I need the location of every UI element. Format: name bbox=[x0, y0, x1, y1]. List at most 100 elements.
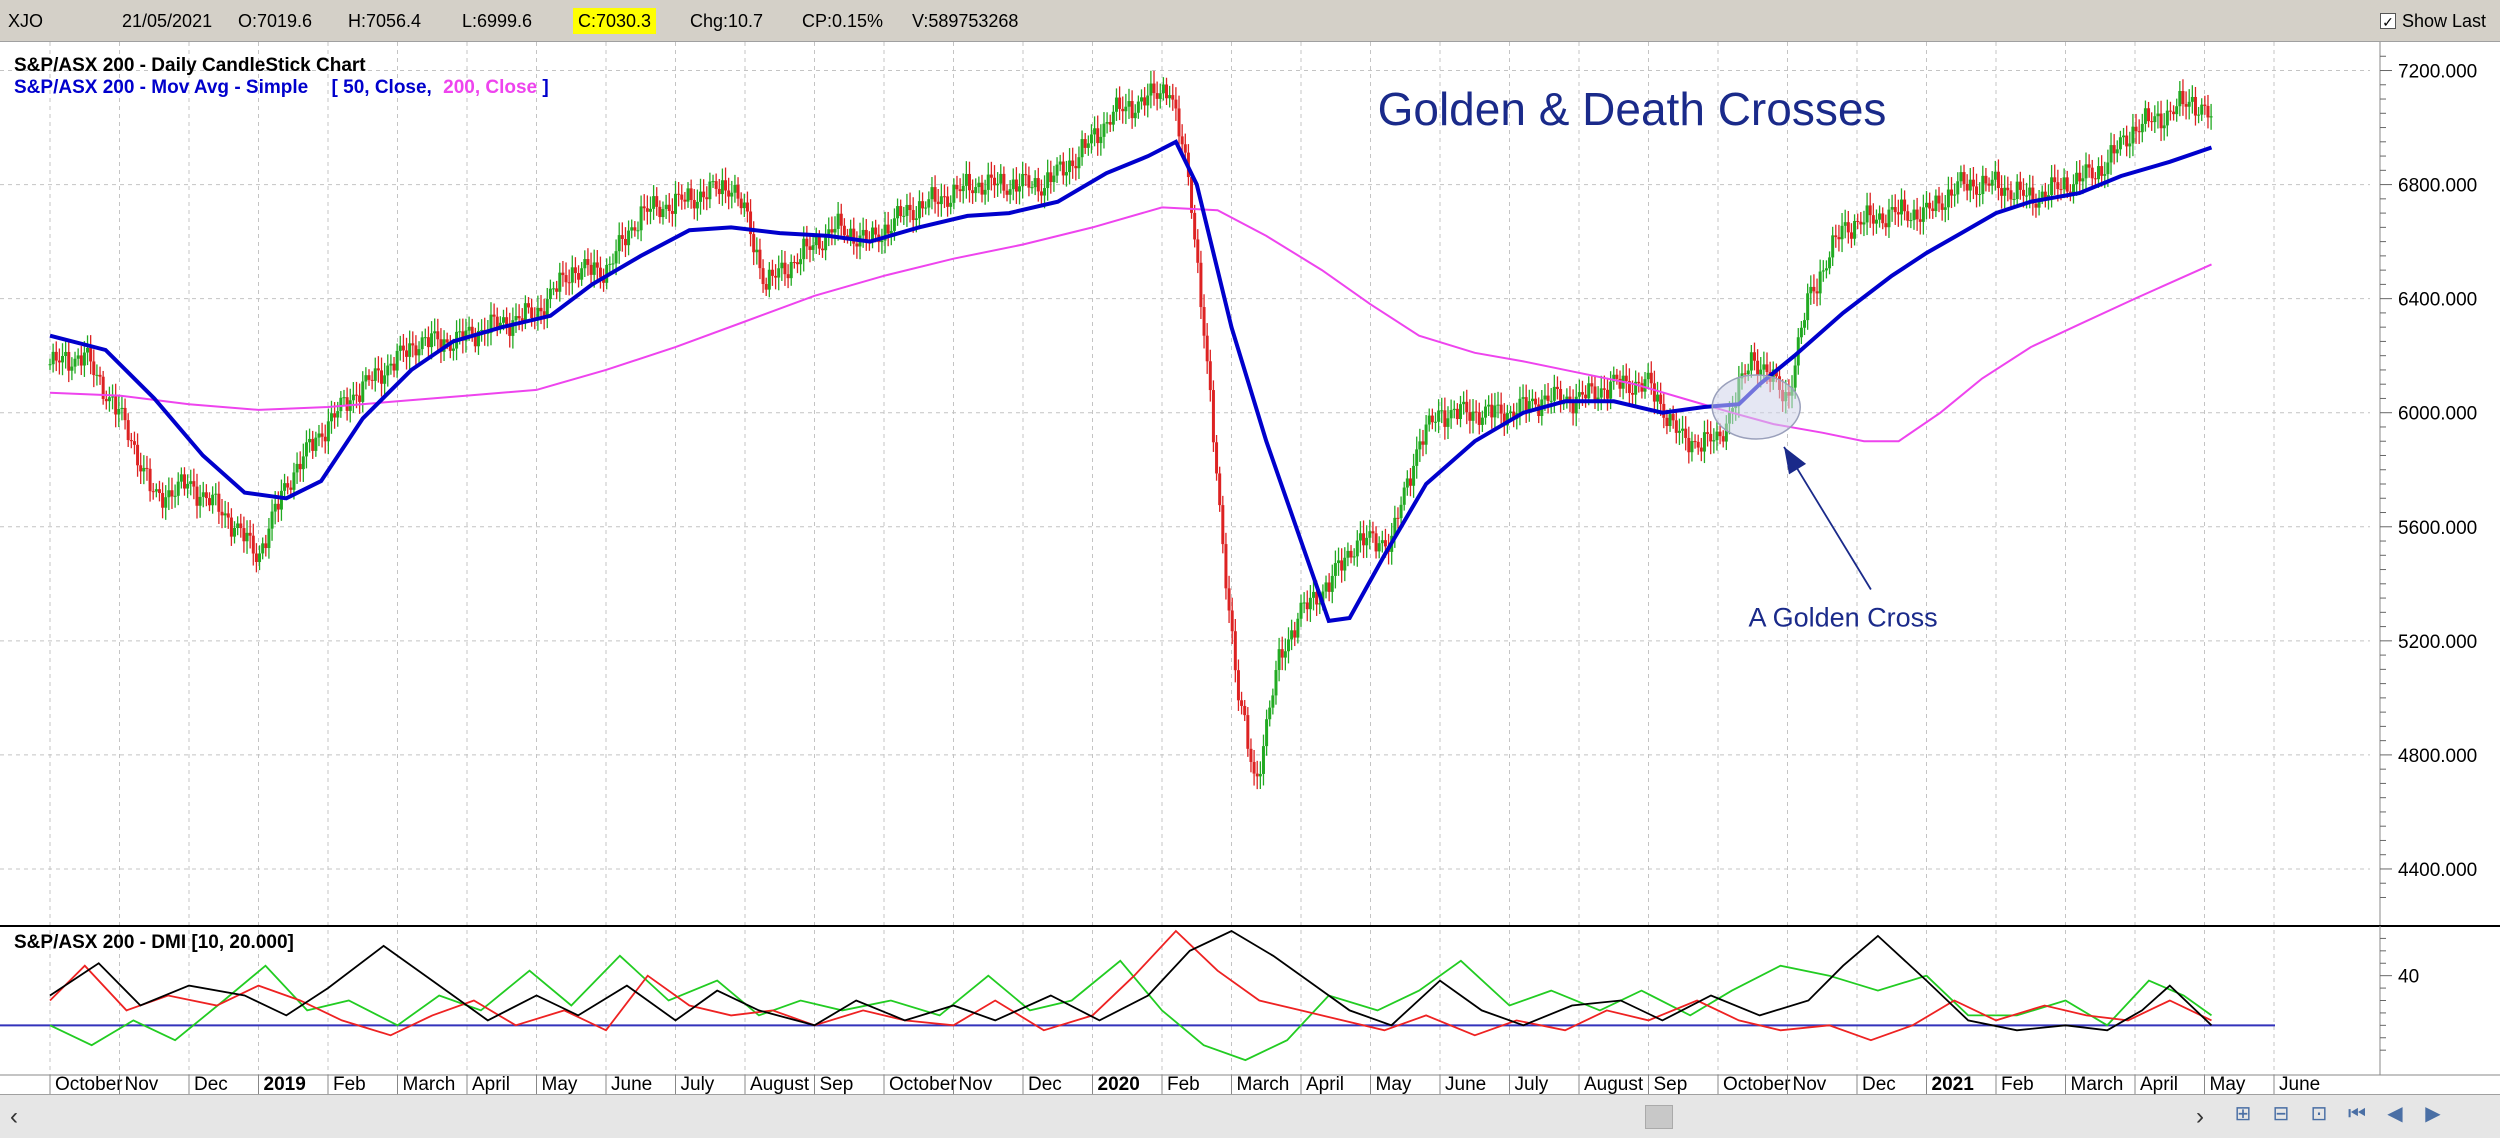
month-label: Feb bbox=[2001, 1074, 2034, 1094]
candle-body bbox=[1684, 428, 1688, 438]
candle-body bbox=[886, 224, 890, 234]
candle-body bbox=[896, 206, 900, 219]
candle-body bbox=[917, 201, 921, 219]
candle-body bbox=[101, 376, 105, 399]
candle-body bbox=[2034, 203, 2038, 208]
candle-body bbox=[2147, 108, 2151, 122]
candle-body bbox=[1559, 389, 1563, 405]
scroll-thumb[interactable] bbox=[1645, 1105, 1673, 1129]
chart-svg[interactable]: S&P/ASX 200 - Daily CandleStick Chart S&… bbox=[0, 42, 2500, 1095]
candle-body bbox=[1568, 396, 1572, 402]
candle-body bbox=[1246, 715, 1250, 749]
candle-body bbox=[1424, 424, 1428, 445]
candle-body bbox=[73, 358, 77, 367]
candle-body bbox=[692, 199, 696, 209]
candle-body bbox=[376, 368, 380, 371]
candle-body bbox=[76, 355, 80, 359]
candle-body bbox=[1959, 172, 1963, 182]
candle-body bbox=[1993, 171, 1997, 180]
scroll-left-icon[interactable]: ‹ bbox=[10, 1103, 18, 1130]
candle-body bbox=[1681, 428, 1685, 431]
candle-body bbox=[714, 181, 718, 189]
candle-body bbox=[1765, 364, 1769, 373]
candle-body bbox=[1856, 220, 1860, 222]
ma200-line bbox=[49, 206, 2212, 443]
candle-body bbox=[1649, 372, 1653, 384]
candle-body bbox=[414, 345, 418, 356]
candle-body bbox=[1887, 209, 1891, 228]
candle-body bbox=[1018, 186, 1022, 192]
candle-body bbox=[971, 190, 975, 194]
candle-body bbox=[157, 489, 161, 494]
candle-body bbox=[1362, 533, 1366, 546]
candle-body bbox=[358, 395, 362, 402]
legend-line-2: S&P/ASX 200 - Mov Avg - Simple [ 50, Clo… bbox=[14, 77, 549, 98]
scroll-right-icon[interactable]: › bbox=[2196, 1103, 2204, 1130]
price-tick-label: 5600.000 bbox=[2398, 518, 2477, 539]
candle-body bbox=[833, 228, 837, 233]
zoom-in-icon[interactable]: ⊞ bbox=[2234, 1103, 2252, 1125]
candle-body bbox=[686, 188, 690, 202]
candle-body bbox=[1618, 378, 1622, 389]
month-label: April bbox=[472, 1074, 510, 1094]
candle-body bbox=[1399, 504, 1403, 519]
month-label: 2021 bbox=[1932, 1074, 1975, 1094]
candle-body bbox=[1612, 374, 1616, 382]
candle-body bbox=[1437, 410, 1441, 422]
candle-body bbox=[295, 463, 299, 473]
show-last-checkbox[interactable]: ✓ bbox=[2379, 13, 2396, 30]
month-label: Dec bbox=[194, 1074, 228, 1094]
candle-body bbox=[248, 532, 252, 536]
candle-body bbox=[383, 375, 387, 384]
month-label: October bbox=[55, 1074, 123, 1094]
candle-body bbox=[749, 211, 753, 235]
candle-body bbox=[1196, 239, 1200, 263]
month-label: March bbox=[2071, 1074, 2124, 1094]
low-label: L:6999.6 bbox=[462, 11, 533, 31]
candle-body bbox=[1643, 379, 1647, 392]
candle-body bbox=[795, 262, 799, 265]
first-icon[interactable]: ⏮ bbox=[2348, 1103, 2366, 1125]
candle-body bbox=[892, 218, 896, 231]
candle-body bbox=[1102, 123, 1106, 137]
candle-body bbox=[1061, 161, 1065, 176]
candle-body bbox=[1130, 101, 1134, 119]
candle-body bbox=[745, 202, 749, 212]
candle-body bbox=[1152, 83, 1156, 94]
candle-body bbox=[1014, 179, 1018, 192]
candle-body bbox=[1509, 411, 1513, 414]
candle-body bbox=[648, 208, 652, 212]
candle-body bbox=[1881, 213, 1885, 224]
next-icon[interactable]: ▶ bbox=[2425, 1103, 2441, 1125]
candle-body bbox=[245, 532, 249, 542]
candle-body bbox=[1455, 408, 1459, 420]
candle-body bbox=[817, 236, 821, 249]
candle-body bbox=[1402, 487, 1406, 505]
candle-body bbox=[2143, 108, 2147, 124]
candle-body bbox=[911, 210, 915, 221]
month-label: June bbox=[611, 1074, 652, 1094]
candle-body bbox=[767, 269, 771, 290]
candle-body bbox=[1143, 97, 1147, 106]
chart-area[interactable]: S&P/ASX 200 - Daily CandleStick Chart S&… bbox=[0, 42, 2500, 1095]
candle-body bbox=[1433, 421, 1437, 423]
show-last-toggle[interactable]: ✓ Show Last bbox=[2379, 0, 2486, 42]
candle-body bbox=[708, 181, 712, 200]
candle-body bbox=[2181, 91, 2185, 105]
candle-body bbox=[1687, 437, 1691, 453]
candle-body bbox=[505, 317, 509, 325]
fit-icon[interactable]: ⊡ bbox=[2310, 1103, 2328, 1125]
candle-body bbox=[1915, 209, 1919, 220]
candle-body bbox=[448, 342, 452, 351]
candle-body bbox=[711, 181, 715, 183]
month-label: July bbox=[681, 1074, 715, 1094]
candle-body bbox=[2028, 187, 2032, 196]
prev-icon[interactable]: ◀ bbox=[2387, 1103, 2403, 1125]
candle-body bbox=[486, 332, 490, 334]
zoom-out-icon[interactable]: ⊟ bbox=[2272, 1103, 2290, 1125]
candle-body bbox=[664, 204, 668, 210]
candle-body bbox=[1377, 543, 1381, 552]
candle-body bbox=[1984, 175, 1988, 184]
candle-body bbox=[699, 191, 703, 202]
candle-body bbox=[467, 326, 471, 331]
